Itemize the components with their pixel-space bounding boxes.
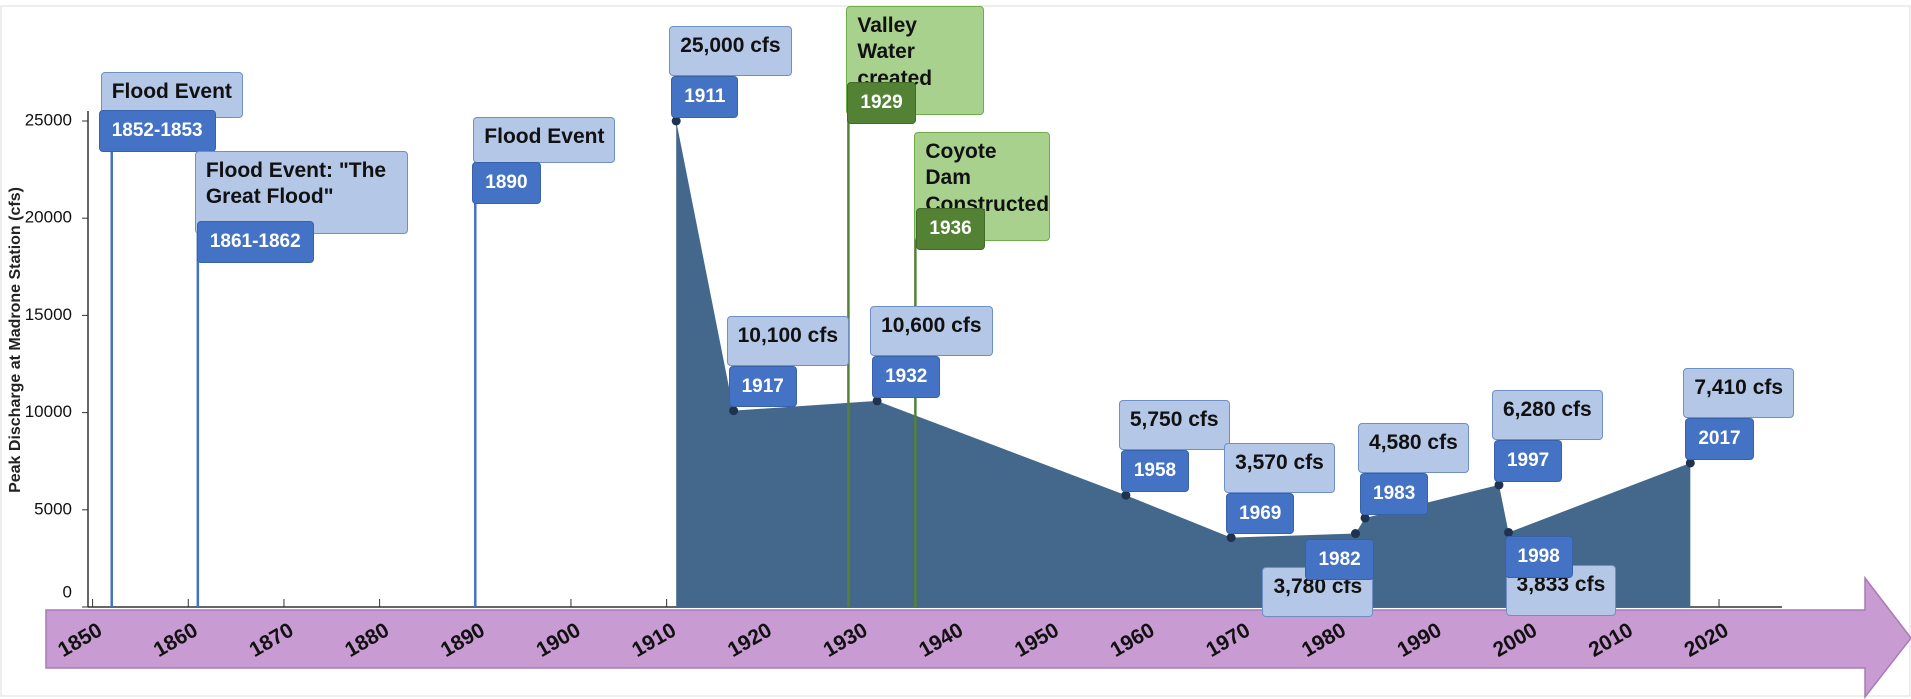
- value-label: 3,833 cfs: [1505, 565, 1617, 616]
- value-label: 5,750 cfs: [1118, 400, 1230, 451]
- year-label: 1983: [1360, 472, 1429, 515]
- value-label: 10,100 cfs: [726, 315, 850, 366]
- year-label: 1998: [1504, 536, 1573, 579]
- data-point: [1360, 513, 1370, 523]
- year-label: 1982: [1305, 538, 1374, 581]
- data-point: [1504, 527, 1514, 537]
- y-tick-label: 10000: [25, 402, 72, 421]
- y-tick-label: 15000: [25, 305, 72, 324]
- data-point: [1494, 480, 1504, 490]
- y-tick-label: 0: [63, 582, 72, 601]
- data-point: [671, 116, 681, 126]
- value-label: 4,580 cfs: [1358, 422, 1469, 474]
- data-point: [872, 396, 882, 406]
- data-point: [1350, 529, 1360, 539]
- value-label: 6,280 cfs: [1491, 389, 1603, 441]
- y-axis-label: Peak Discharge at Madrone Station (cfs): [7, 187, 24, 493]
- time-arrow: [45, 575, 1911, 699]
- year-label: 1932: [872, 355, 941, 398]
- y-tick-label: 5000: [34, 499, 72, 518]
- data-point: [729, 406, 739, 416]
- data-point: [1121, 490, 1131, 500]
- event-period: 1936: [916, 208, 985, 250]
- value-label: 7,410 cfs: [1683, 367, 1795, 419]
- y-tick-label: 20000: [25, 208, 72, 227]
- event-period: 1852-1853: [98, 110, 216, 152]
- y-tick-label: 25000: [25, 110, 72, 129]
- year-label: 2017: [1685, 417, 1754, 460]
- year-label: 1958: [1120, 450, 1190, 492]
- data-point: [1226, 533, 1236, 543]
- year-label: 1997: [1493, 439, 1563, 482]
- value-label: 10,600 cfs: [870, 305, 993, 357]
- event-period: 1861-1862: [196, 221, 314, 263]
- data-point: [1685, 458, 1695, 468]
- value-label: 3,570 cfs: [1224, 442, 1335, 493]
- discharge-area: [676, 121, 1691, 607]
- year-label: 1911: [671, 76, 739, 118]
- year-label: 1969: [1226, 492, 1295, 535]
- year-label: 1917: [728, 365, 797, 408]
- event-period: 1890: [472, 162, 541, 204]
- event-label: Flood Event: [473, 117, 616, 164]
- event-period: 1929: [847, 82, 916, 124]
- value-label: 25,000 cfs: [669, 26, 792, 77]
